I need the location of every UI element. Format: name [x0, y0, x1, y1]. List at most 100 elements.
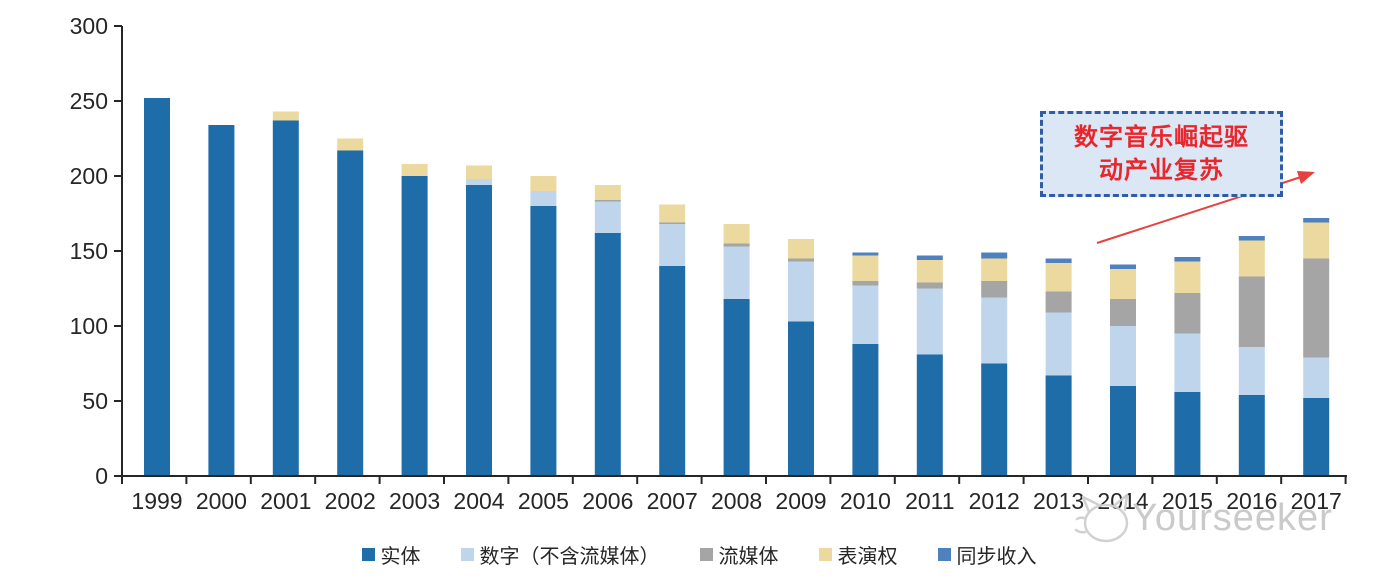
- bar-segment-2012: [981, 258, 1008, 281]
- bar-segment-2010: [852, 285, 879, 344]
- bar-segment-2016: [1238, 395, 1265, 476]
- x-tick-label: 2013: [1033, 488, 1084, 514]
- annotation-line1: 数字音乐崛起驱: [1074, 124, 1249, 151]
- x-tick-label: 2009: [775, 488, 826, 514]
- bar-segment-2011: [916, 288, 943, 355]
- bar-segment-2014: [1110, 264, 1136, 269]
- bar-segment-2014: [1110, 386, 1136, 476]
- bar-segment-2006: [594, 201, 621, 233]
- bar-segment-2007: [659, 224, 686, 266]
- bar-segment-2007: [659, 266, 686, 476]
- bar-segment-2015: [1174, 261, 1201, 293]
- bar-segment-2012: [981, 252, 1008, 259]
- bar-segment-2011: [916, 354, 943, 476]
- bar-segment-2001: [272, 111, 299, 121]
- bar-segment-2011: [916, 282, 943, 289]
- bar-segment-2010: [852, 255, 879, 281]
- legend-item-3: 表演权: [818, 540, 898, 569]
- bar-segment-2012: [981, 363, 1008, 476]
- bar-segment-2002: [337, 138, 364, 151]
- annotation-box: 数字音乐崛起驱 动产业复苏: [1040, 111, 1283, 197]
- bar-segment-2015: [1174, 333, 1201, 392]
- legend-item-0: 实体: [361, 540, 421, 569]
- bar-segment-2014: [1110, 269, 1136, 299]
- bar-segment-2011: [916, 260, 943, 283]
- bar-segment-2009: [788, 258, 814, 262]
- x-tick-label: 2000: [196, 488, 247, 514]
- bar-segment-2014: [1110, 299, 1136, 326]
- bar-segment-2006: [594, 233, 621, 476]
- x-tick-label: 2002: [325, 488, 376, 514]
- bar-segment-2009: [788, 239, 814, 259]
- x-tick-label: 2014: [1097, 488, 1148, 514]
- x-tick-label: 2012: [969, 488, 1020, 514]
- bar-segment-2008: [723, 299, 750, 476]
- bar-segment-2013: [1045, 258, 1072, 263]
- x-tick-label: 2015: [1162, 488, 1213, 514]
- x-tick-label: 2006: [582, 488, 633, 514]
- legend-label: 流媒体: [718, 546, 779, 568]
- legend-swatch-icon: [937, 548, 951, 561]
- legend-item-4: 同步收入: [937, 540, 1037, 569]
- x-tick-label: 2005: [518, 488, 569, 514]
- legend-label: 表演权: [837, 546, 898, 568]
- bar-segment-2005: [530, 191, 557, 206]
- x-tick-label: 2003: [389, 488, 440, 514]
- x-tick-label: 1999: [131, 488, 182, 514]
- x-tick-label: 2016: [1226, 488, 1277, 514]
- axes-layer: 0 50 100 150 200 250 300 1999 2000 2001 2002 2003 20…: [70, 13, 1347, 514]
- bar-segment-2001: [272, 120, 299, 476]
- bar-segment-2007: [659, 204, 686, 223]
- legend-label: 数字（不含流媒体）: [479, 546, 660, 568]
- y-tick-label: 0: [95, 463, 108, 489]
- x-tick-label: 2004: [453, 488, 504, 514]
- bar-segment-2016: [1238, 276, 1265, 347]
- bar-segment-2004: [466, 165, 492, 179]
- bar-segment-2009: [788, 261, 814, 322]
- legend-swatch-icon: [818, 548, 832, 561]
- bar-segment-2015: [1174, 257, 1201, 262]
- bar-segment-2015: [1174, 392, 1201, 476]
- bar-segment-2017: [1303, 398, 1330, 476]
- bar-segment-2003: [401, 164, 428, 176]
- bar-segment-2017: [1303, 218, 1330, 223]
- legend-swatch-icon: [460, 548, 474, 561]
- y-tick-label: 100: [70, 313, 108, 339]
- bars-layer: [144, 98, 1330, 476]
- bar-segment-2002: [337, 150, 364, 476]
- bar-segment-2017: [1303, 357, 1330, 398]
- bar-segment-2016: [1238, 236, 1265, 241]
- bar-segment-2012: [981, 297, 1008, 364]
- bar-segment-2013: [1045, 263, 1072, 292]
- x-tick-label: 2001: [260, 488, 311, 514]
- bar-segment-2005: [530, 206, 557, 476]
- bar-segment-2013: [1045, 291, 1072, 313]
- bar-segment-2017: [1303, 258, 1330, 358]
- bar-segment-2015: [1174, 293, 1201, 334]
- legend-item-2: 流媒体: [699, 540, 779, 569]
- bar-segment-2009: [788, 321, 814, 476]
- x-tick-label: 2007: [647, 488, 698, 514]
- chart-legend: 实体 数字（不含流媒体） 流媒体 表演权 同步收入: [0, 540, 1398, 569]
- bar-segment-2010: [852, 281, 879, 286]
- y-tick-label: 250: [70, 88, 108, 114]
- bar-segment-2004: [466, 179, 492, 185]
- bar-segment-2016: [1238, 347, 1265, 395]
- legend-label: 实体: [380, 546, 421, 568]
- legend-item-1: 数字（不含流媒体）: [460, 540, 660, 569]
- bar-segment-2000: [208, 125, 235, 476]
- y-tick-label: 200: [70, 163, 108, 189]
- bar-segment-2008: [723, 224, 750, 244]
- bar-segment-2003: [401, 176, 428, 476]
- y-tick-label: 150: [70, 238, 108, 264]
- annotation-line2: 动产业复苏: [1099, 157, 1224, 184]
- y-tick-label: 300: [70, 13, 108, 39]
- legend-label: 同步收入: [956, 546, 1037, 568]
- bar-segment-2016: [1238, 240, 1265, 277]
- bar-segment-2005: [530, 176, 557, 191]
- legend-swatch-icon: [361, 548, 375, 561]
- bar-segment-2004: [466, 185, 492, 476]
- x-tick-label: 2008: [711, 488, 762, 514]
- bar-segment-2010: [852, 344, 879, 476]
- bar-segment-2013: [1045, 312, 1072, 376]
